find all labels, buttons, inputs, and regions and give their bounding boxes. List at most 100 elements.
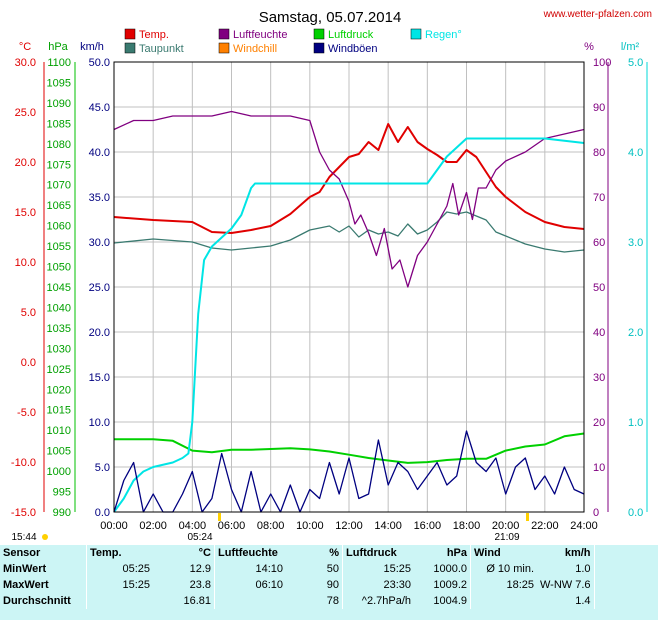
y-tick-wind: 20.0 [89,327,110,339]
stats-press-time: 15:25 [342,561,414,577]
x-tick-label: 18:00 [453,520,481,532]
y-tick-pressure: 1070 [47,180,71,192]
legend-swatch [313,28,325,40]
y-tick-humidity: 20 [593,417,605,429]
y-tick-pressure: 1090 [47,98,71,110]
y-tick-wind: 0.0 [95,507,110,519]
legend-label: Windchill [233,43,277,55]
stats-hum-value: 90 [326,579,339,591]
x-tick-label: 00:00 [100,520,128,532]
y-tick-humidity: 10 [593,462,605,474]
y-tick-pressure: 1015 [47,405,71,417]
unit-wind: km/h [80,41,104,53]
legend-label: Luftdruck [328,29,374,41]
unit-rain: l/m² [621,41,640,53]
y-tick-pressure: 1000 [47,466,71,478]
y-tick-temp: 15.0 [15,207,36,219]
sunrise-icon [218,513,221,521]
y-tick-pressure: 1100 [47,57,71,69]
y-tick-pressure: 1055 [47,241,71,253]
stats-hum-value: 50 [326,563,339,575]
y-tick-wind: 25.0 [89,282,110,294]
y-tick-pressure: 990 [53,507,71,519]
y-tick-rain: 4.0 [628,147,643,159]
x-tick-label: 12:00 [335,520,363,532]
x-tick-label: 24:00 [570,520,598,532]
stats-wind-time [470,593,537,609]
y-tick-humidity: 90 [593,102,605,114]
stats-temp-time: 05:25 [86,561,153,577]
y-tick-rain: 1.0 [628,417,643,429]
x-tick-label: 10:00 [296,520,324,532]
y-tick-pressure: 1025 [47,364,71,376]
y-tick-humidity: 30 [593,372,605,384]
stats-press-value: 1004.9 [433,595,467,607]
y-tick-wind: 5.0 [95,462,110,474]
plot-frame [113,61,585,513]
x-tick-label: 02:00 [139,520,167,532]
y-tick-pressure: 1050 [47,262,71,274]
stats-press-value: 1009.2 [433,579,467,591]
y-tick-temp: 30.0 [15,57,36,69]
sunset-time: 21:09 [494,532,519,543]
source-url[interactable]: www.wetter-pfalzen.com [543,9,652,20]
stats-hum-header: Luftfeuchte [214,545,286,561]
y-tick-pressure: 1005 [47,446,71,458]
y-tick-rain: 2.0 [628,327,643,339]
legend-swatch [124,28,136,40]
moon-marker-time: 15:44 [11,532,36,543]
y-tick-humidity: 50 [593,282,605,294]
legend-label: Regen° [425,29,462,41]
y-tick-wind: 40.0 [89,147,110,159]
y-tick-humidity: 60 [593,237,605,249]
series-line-temp [113,123,585,234]
legend-swatch [313,42,325,54]
y-tick-wind: 50.0 [89,57,110,69]
legend-label: Taupunkt [139,43,184,55]
y-tick-wind: 30.0 [89,237,110,249]
y-tick-temp: 20.0 [15,157,36,169]
stats-press-time: ^2.7hPa/h [342,593,414,609]
legend-swatch [410,28,422,40]
y-tick-pressure: 995 [53,487,71,499]
stats-row-label: MinWert [3,563,47,575]
x-tick-label: 14:00 [374,520,402,532]
y-tick-pressure: 1095 [47,77,71,89]
grid [113,61,585,513]
stats-press-unit: hPa [446,547,467,559]
stats-hum-value: 78 [326,595,339,607]
series-line-regen [113,137,585,513]
legend-swatch [218,42,230,54]
y-tick-humidity: 80 [593,147,605,159]
stats-header-row: Sensor Temp. °C Luftfeuchte % Luftdruck … [0,545,658,561]
series-line-luftfeuchte [113,110,585,288]
y-tick-pressure: 1020 [47,384,71,396]
y-tick-temp: 5.0 [21,307,36,319]
weather-chart: Samstag, 05.07.2014 www.wetter-pfalzen.c… [11,9,652,543]
y-tick-pressure: 1075 [47,159,71,171]
x-tick-label: 06:00 [218,520,246,532]
x-tick-label: 04:00 [179,520,207,532]
legend-label: Temp. [139,29,169,41]
y-tick-pressure: 1065 [47,200,71,212]
y-tick-temp: -10.0 [11,457,36,469]
y-tick-rain: 0.0 [628,507,643,519]
y-tick-humidity: 0 [593,507,599,519]
stats-hum-time: 06:10 [214,577,286,593]
stats-sensor-header: Sensor [3,547,41,559]
stats-hum-time [214,593,286,609]
y-tick-humidity: 70 [593,192,605,204]
stats-row-min: MinWert 05:25 12.9 14:10 50 15:25 1000.0… [0,561,658,577]
sunset-icon [526,513,529,521]
stats-temp-value: 16.81 [183,595,211,607]
series-line-luftdruck [114,432,585,464]
y-tick-temp: 0.0 [21,357,36,369]
y-tick-rain: 5.0 [628,57,643,69]
stats-wind-value: W-NW 7.6 [540,579,591,591]
y-tick-temp: -15.0 [11,507,36,519]
y-tick-pressure: 1045 [47,282,71,294]
unit-pressure: hPa [48,41,68,53]
stats-row-label: MaxWert [3,579,49,591]
legend-label: Windböen [328,43,378,55]
stats-temp-value: 12.9 [189,563,211,575]
